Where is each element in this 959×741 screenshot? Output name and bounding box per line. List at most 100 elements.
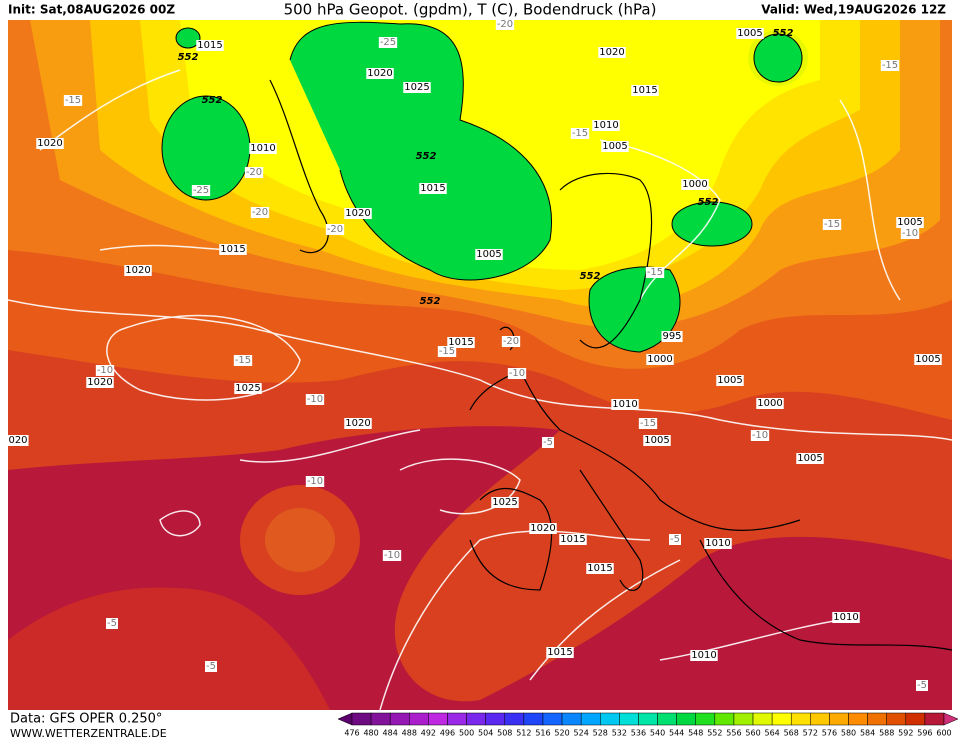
colorbar-label: 480 bbox=[363, 729, 378, 738]
geopotential-label: 552 bbox=[698, 197, 719, 208]
colorbar-label: 596 bbox=[917, 729, 932, 738]
colorbar-label: 556 bbox=[726, 729, 741, 738]
label-box bbox=[914, 354, 942, 365]
colorbar-label: 576 bbox=[822, 729, 837, 738]
label-box bbox=[716, 375, 744, 386]
isobar-label: 1020 bbox=[530, 523, 555, 534]
colorbar-label: 600 bbox=[936, 729, 951, 738]
geopotential-label: 552 bbox=[580, 271, 601, 282]
isobar-label: 1010 bbox=[833, 612, 858, 623]
colorbar-swatch bbox=[867, 712, 887, 726]
colorbar-label: 588 bbox=[879, 729, 894, 738]
label-box bbox=[756, 398, 784, 409]
label-box bbox=[382, 550, 402, 561]
label-box bbox=[249, 143, 277, 154]
init-time: Init: Sat,08AUG2026 00Z bbox=[8, 3, 175, 17]
colorbar-label: 544 bbox=[669, 729, 684, 738]
label-box bbox=[95, 365, 115, 376]
label-box bbox=[475, 249, 503, 260]
label-box bbox=[495, 19, 515, 30]
colorbar-label: 560 bbox=[745, 729, 760, 738]
label-box bbox=[191, 185, 211, 196]
temperature-label: -10 bbox=[509, 368, 525, 379]
colorbar-label: 528 bbox=[593, 729, 608, 738]
colorbar-swatch bbox=[580, 712, 601, 726]
map bbox=[8, 20, 952, 710]
isobar-label: 1000 bbox=[682, 179, 707, 190]
label-box bbox=[750, 430, 770, 441]
isobar-label: 1005 bbox=[717, 375, 742, 386]
isobar-label: 1000 bbox=[757, 398, 782, 409]
label-box bbox=[344, 418, 372, 429]
label-box bbox=[233, 355, 253, 366]
colorbar-label: 564 bbox=[764, 729, 779, 738]
colorbar-swatch bbox=[848, 712, 868, 726]
label-box bbox=[900, 228, 920, 239]
temperature-label: -25 bbox=[380, 37, 396, 48]
valid-time: Valid: Wed,19AUG2026 12Z bbox=[761, 3, 946, 17]
colorbar-swatch bbox=[638, 712, 658, 726]
label-box bbox=[106, 618, 118, 629]
data-source: Data: GFS OPER 0.250° bbox=[10, 712, 162, 727]
colorbar-label: 584 bbox=[860, 729, 875, 738]
temperature-label: -10 bbox=[307, 476, 323, 487]
label-box bbox=[559, 534, 587, 545]
label-box bbox=[643, 435, 671, 446]
label-box bbox=[546, 647, 574, 658]
label-box bbox=[646, 354, 674, 365]
geopotential-label: 552 bbox=[202, 95, 223, 106]
temperature-label: -15 bbox=[824, 219, 840, 230]
label-box bbox=[832, 612, 860, 623]
colorbar-label: 520 bbox=[554, 729, 569, 738]
isobar-label: 1015 bbox=[420, 183, 445, 194]
label-box bbox=[669, 534, 681, 545]
isobar-label: 1025 bbox=[404, 82, 429, 93]
label-box bbox=[437, 346, 457, 357]
label-box bbox=[86, 377, 114, 388]
colorbar-swatch bbox=[542, 712, 563, 726]
colorbar-swatch bbox=[714, 712, 735, 726]
isobar-label: 1010 bbox=[250, 143, 275, 154]
colorbar-label: 580 bbox=[841, 729, 856, 738]
label-box bbox=[7, 435, 29, 446]
isobar-label: 1005 bbox=[644, 435, 669, 446]
temperature-label: -15 bbox=[882, 60, 898, 71]
colorbar-swatch bbox=[657, 712, 677, 726]
temperature-label: -20 bbox=[246, 167, 262, 178]
isobar-label: 1010 bbox=[705, 538, 730, 549]
label-box bbox=[244, 167, 264, 178]
isobar-label: 1005 bbox=[797, 453, 822, 464]
colorbar-label: 532 bbox=[612, 729, 627, 738]
temperature-label: -25 bbox=[193, 185, 209, 196]
isobar-label: 1010 bbox=[612, 399, 637, 410]
colorbar-label: 572 bbox=[803, 729, 818, 738]
colorbar-swatch bbox=[886, 712, 907, 726]
colorbar-swatch bbox=[523, 712, 544, 726]
temperature-label: -20 bbox=[252, 207, 268, 218]
label-box bbox=[681, 179, 709, 190]
header-bar bbox=[0, 0, 959, 20]
colorbar-label: 552 bbox=[707, 729, 722, 738]
isobar-label: 1020 bbox=[345, 208, 370, 219]
label-box bbox=[796, 453, 824, 464]
temperature-label: -20 bbox=[503, 336, 519, 347]
label-box bbox=[63, 95, 83, 106]
isobar-label: 1010 bbox=[593, 120, 618, 131]
label-box bbox=[501, 336, 521, 347]
temperature-label: -20 bbox=[497, 19, 513, 30]
label-box bbox=[305, 476, 325, 487]
label-box bbox=[690, 650, 718, 661]
colorbar-label: 492 bbox=[421, 729, 436, 738]
colorbar-label: 516 bbox=[535, 729, 550, 738]
colorbar-swatch bbox=[466, 712, 486, 726]
isobar-label: 1015 bbox=[220, 244, 245, 255]
isobar-label: 1020 bbox=[37, 138, 62, 149]
temperature-label: -5 bbox=[917, 680, 927, 691]
label-box bbox=[822, 219, 842, 230]
temperature-label: -10 bbox=[307, 394, 323, 405]
label-box bbox=[586, 563, 614, 574]
colorbar-swatch bbox=[351, 712, 372, 726]
isobar-label: 1015 bbox=[560, 534, 585, 545]
label-box bbox=[601, 141, 629, 152]
colorbar-swatch bbox=[504, 712, 525, 726]
